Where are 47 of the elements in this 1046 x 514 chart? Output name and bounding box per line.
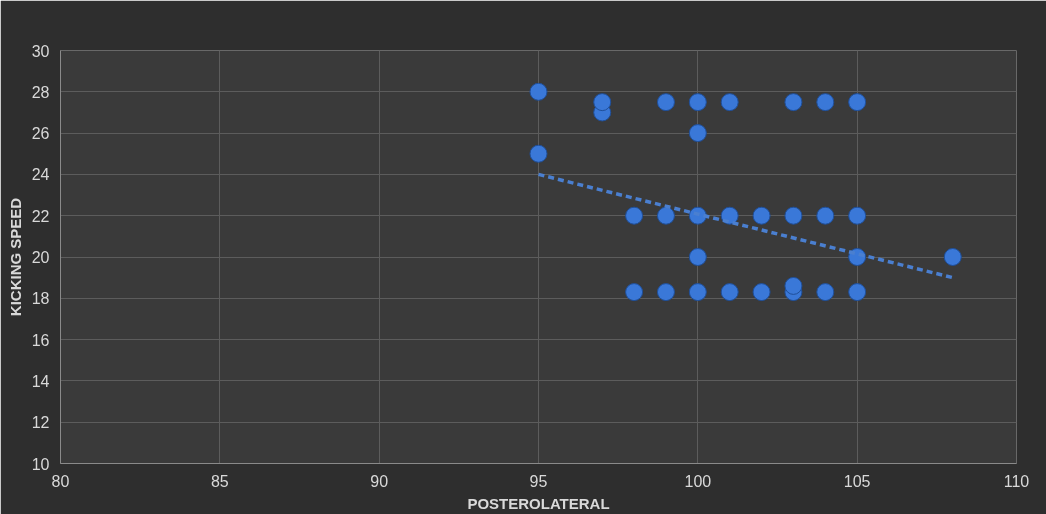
x-tick-label: 95	[529, 472, 548, 490]
x-tick-label: 90	[370, 472, 389, 490]
point	[784, 206, 803, 225]
x-tick-label: 110	[1003, 472, 1030, 490]
y-axis-title: KICKING SPEED	[6, 197, 24, 317]
y-tick-label: 16	[31, 331, 50, 349]
point	[720, 206, 739, 225]
x-axis-title: POSTEROLATERAL	[467, 494, 610, 512]
point	[656, 93, 675, 112]
x-tick-label: 85	[210, 472, 229, 490]
point	[593, 93, 612, 112]
y-tick-label: 14	[31, 372, 50, 390]
y-tick-label: 22	[31, 207, 50, 225]
point	[529, 82, 548, 101]
point	[720, 93, 739, 112]
point	[848, 283, 867, 302]
y-tick-label: 18	[31, 290, 50, 308]
y-tick-label: 30	[31, 42, 50, 60]
x-tick-label: 100	[684, 472, 712, 490]
point	[688, 124, 707, 143]
point	[688, 93, 707, 112]
x-tick-label: 105	[843, 472, 871, 490]
point	[848, 93, 867, 112]
point	[784, 93, 803, 112]
point	[529, 144, 548, 163]
point	[816, 93, 835, 112]
point	[656, 206, 675, 225]
point	[816, 283, 835, 302]
y-tick-label: 10	[31, 455, 50, 473]
point	[752, 206, 771, 225]
point	[720, 283, 739, 302]
y-tick-label: 24	[31, 166, 50, 184]
y-tick-label: 28	[31, 83, 50, 101]
point	[943, 248, 962, 266]
point	[784, 276, 803, 295]
x-tick-label: 80	[51, 472, 70, 490]
point	[688, 283, 707, 302]
point	[688, 248, 707, 266]
point	[752, 283, 771, 302]
y-tick-label: 26	[31, 125, 50, 143]
y-tick-label: 12	[31, 414, 50, 432]
y-tick-label: 20	[31, 249, 50, 266]
point	[816, 206, 835, 225]
point	[625, 206, 644, 225]
point	[848, 206, 867, 225]
point	[656, 283, 675, 302]
point	[625, 283, 644, 302]
